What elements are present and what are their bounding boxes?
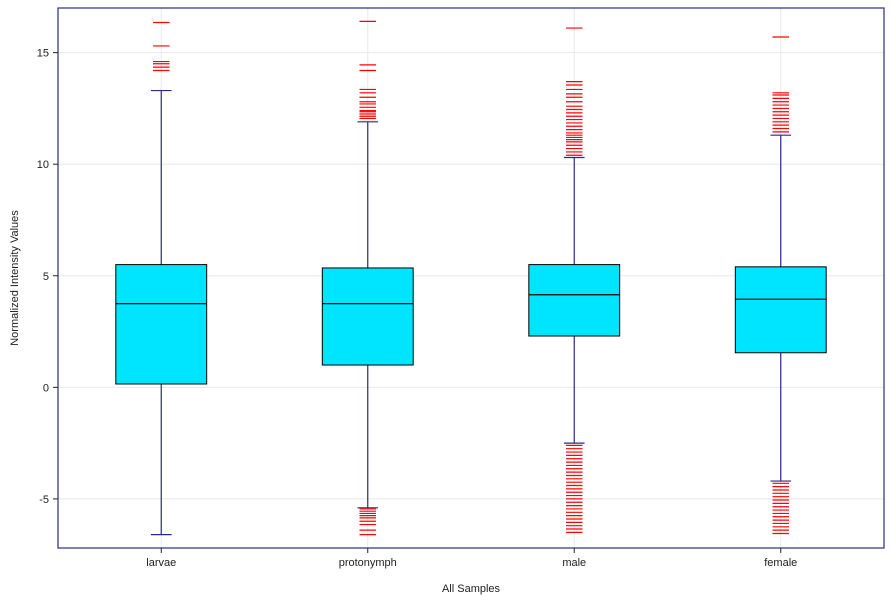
x-tick-label: female <box>764 557 797 569</box>
y-tick-label: 5 <box>43 271 49 283</box>
x-axis-label: All Samples <box>442 583 501 595</box>
y-tick-label: 0 <box>43 382 49 394</box>
x-tick-label: larvae <box>146 557 176 569</box>
x-tick-label: male <box>562 557 586 569</box>
x-tick-label: protonymph <box>339 557 397 569</box>
boxplot-chart: -5 0 5 10 15 Normalized Intensity Values larva… <box>0 0 892 602</box>
y-tick-label: -5 <box>39 494 49 506</box>
y-tick-label: 15 <box>37 48 49 60</box>
y-tick-label: 10 <box>37 159 49 171</box>
y-axis-label: Normalized Intensity Values <box>9 210 21 346</box>
